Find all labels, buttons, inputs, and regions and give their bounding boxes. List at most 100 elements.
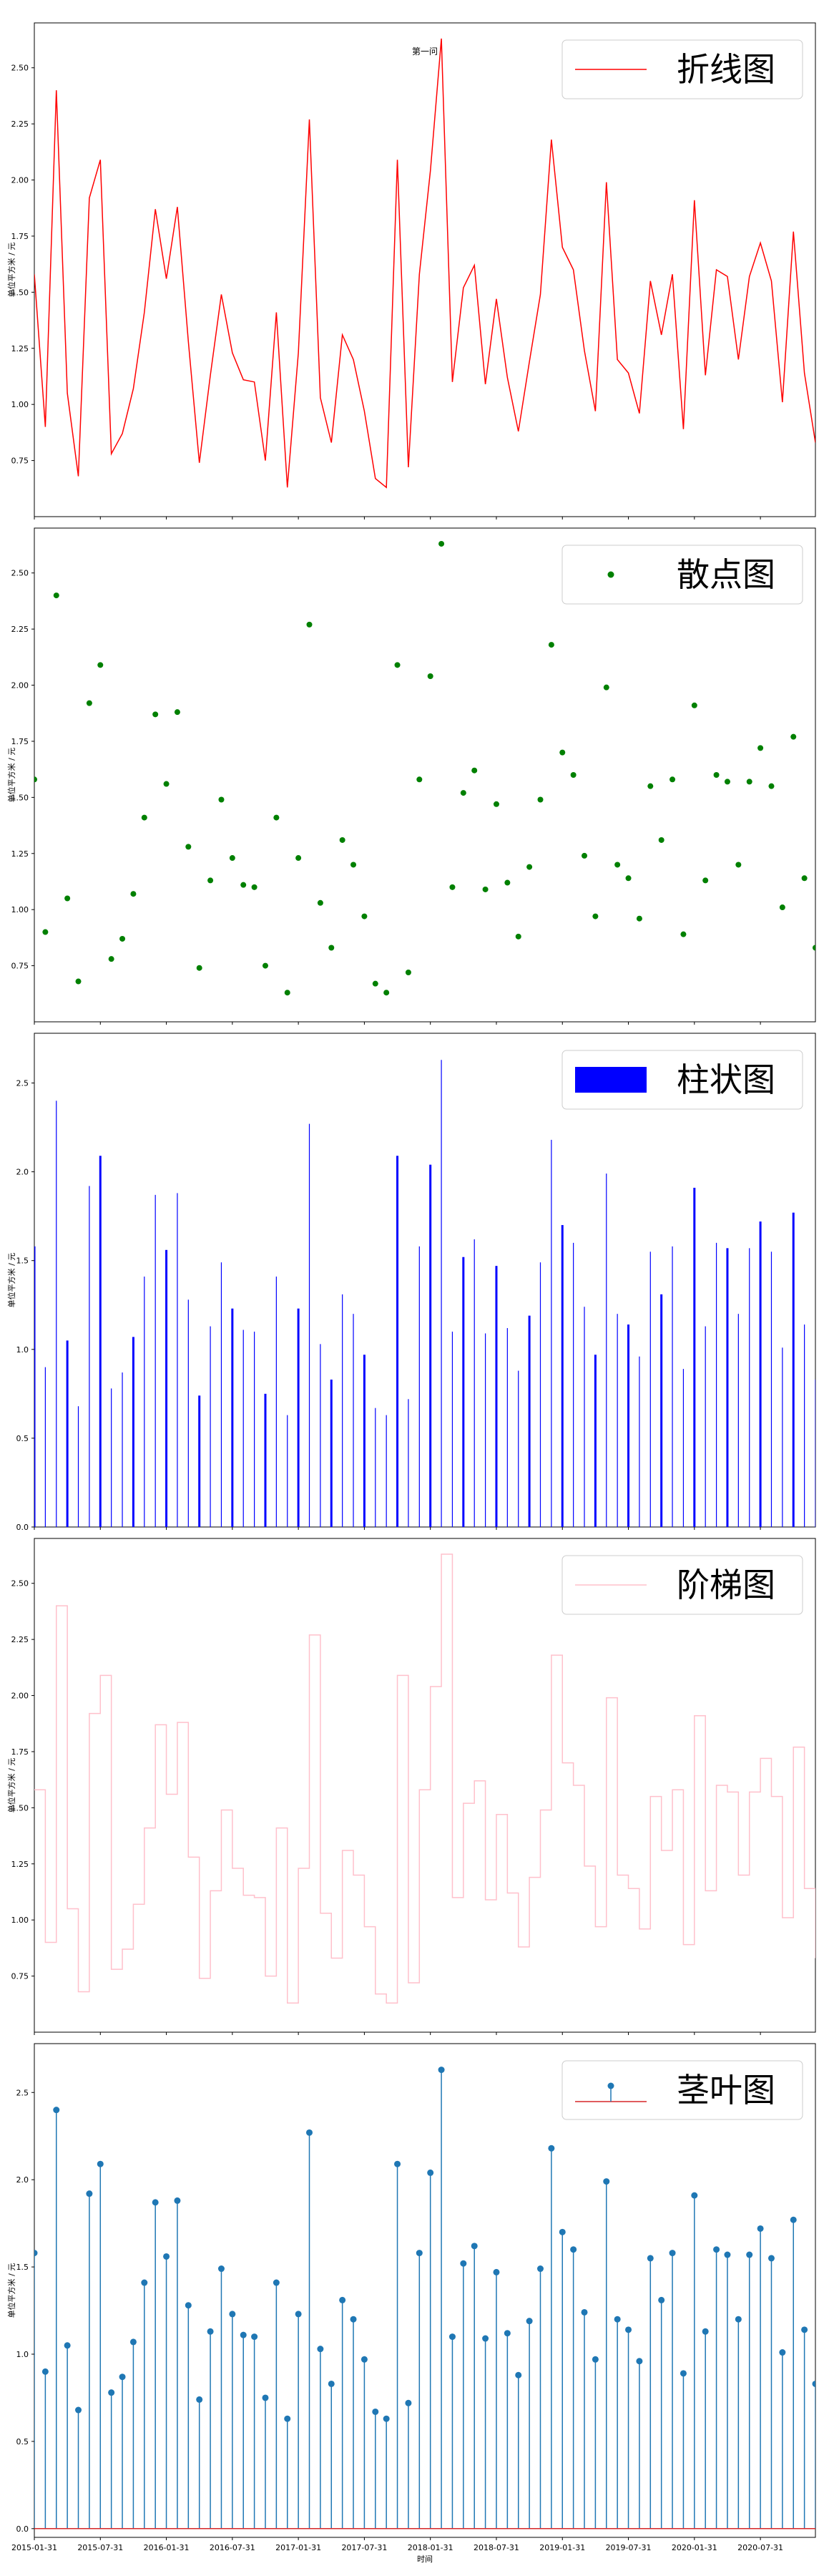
stem-marker [757, 2225, 764, 2232]
y-tick-label: 2.25 [11, 625, 29, 634]
stem-marker [658, 2296, 665, 2303]
bar [474, 1239, 475, 1527]
stem-marker [767, 2255, 775, 2262]
scatter-point [790, 733, 797, 740]
scatter-point [207, 877, 214, 884]
y-tick-label: 2.50 [11, 569, 29, 578]
stem-marker [306, 2129, 313, 2136]
legend: 茎叶图 [561, 2060, 803, 2120]
stem-marker [350, 2316, 357, 2323]
stem-marker [328, 2380, 335, 2387]
bar [705, 1326, 706, 1527]
scatter-point [658, 836, 664, 843]
stem-marker [217, 2265, 225, 2273]
y-axis-label: 单位平方米 / 元 [6, 1758, 16, 1813]
scatter-point [670, 776, 676, 783]
x-axis-label: 时间 [417, 2555, 433, 2564]
stem-marker [273, 2279, 280, 2286]
legend: 折线图 [561, 39, 803, 99]
bar [44, 1367, 46, 1527]
bar [506, 1328, 508, 1527]
y-tick-label: 1.75 [11, 737, 29, 746]
stem-marker [64, 2342, 71, 2349]
stem-marker [75, 2406, 82, 2414]
stem-marker [702, 2328, 709, 2335]
stem-marker [295, 2311, 302, 2318]
bar [165, 1249, 168, 1527]
stem-marker [427, 2169, 434, 2176]
stem-marker [317, 2346, 324, 2353]
legend-box [561, 39, 803, 99]
scatter-point [97, 662, 104, 668]
x-tick-label: 2016-07-31 [210, 2543, 255, 2552]
scatter-point [119, 935, 126, 942]
bar [792, 1212, 795, 1527]
y-tick-label: 0.75 [11, 962, 29, 971]
bar [66, 1340, 69, 1527]
legend-box [561, 1555, 803, 1615]
scatter-point [284, 990, 290, 996]
legend-label: 茎叶图 [677, 2071, 775, 2109]
bar [254, 1331, 255, 1527]
scatter-point [526, 864, 533, 870]
plot-area [34, 2067, 815, 2529]
scatter-point [405, 970, 411, 975]
scatter-point [130, 891, 137, 897]
legend: 柱状图 [561, 1050, 803, 1110]
y-tick-label: 1.00 [11, 1916, 29, 1925]
bar [462, 1257, 465, 1527]
bar [99, 1156, 102, 1527]
legend: 散点图 [561, 545, 803, 605]
legend-label: 折线图 [677, 50, 775, 89]
bar [297, 1308, 300, 1527]
x-tick-label: 2020-07-31 [737, 2543, 783, 2552]
plot-frame [34, 2043, 816, 2538]
scatter-point [603, 684, 609, 691]
scatter-point [141, 814, 147, 821]
stem-marker [460, 2260, 467, 2267]
stem-marker [448, 2333, 456, 2341]
scatter-point [779, 904, 785, 911]
scatter-point [163, 781, 170, 787]
stem-marker [504, 2330, 511, 2337]
x-tick-label: 2015-01-31 [11, 2543, 57, 2552]
scatter-point [416, 776, 423, 783]
x-tick-label: 2018-01-31 [408, 2543, 453, 2552]
stem-marker [801, 2326, 808, 2333]
bar [518, 1370, 519, 1527]
y-tick-label: 1.50 [11, 793, 29, 802]
y-tick-label: 1.00 [11, 400, 29, 409]
stem-marker [97, 2160, 104, 2167]
stem-marker [185, 2302, 192, 2309]
plot-frame [34, 1538, 816, 2033]
stem-marker [559, 2228, 566, 2235]
bar [726, 1248, 729, 1527]
scatter-point [702, 877, 709, 884]
y-tick-label: 2.25 [11, 1635, 29, 1644]
bar [759, 1221, 762, 1527]
panel-stem: 0.0 0.5 1.0 1.5 2.0 2.5 2015-01-31 2015-07-31 20… [6, 2043, 816, 2564]
legend-box [561, 545, 803, 605]
y-tick-label: 1.25 [11, 344, 29, 353]
scatter-point [482, 886, 489, 892]
chart-panels: 0.75 1.00 1.25 1.50 1.75 2.00 2.25 2.50 单位平方米 / … [6, 22, 816, 2564]
scatter-point [251, 884, 258, 890]
stem-marker [625, 2326, 632, 2333]
scatter-point [735, 862, 742, 868]
y-tick-label: 0.5 [16, 1434, 29, 1443]
scatter-point [647, 783, 654, 789]
scatter-point [680, 931, 687, 937]
bar [330, 1379, 333, 1527]
scatter-point [504, 879, 511, 886]
panel-step: 0.75 1.00 1.25 1.50 1.75 2.00 2.25 2.50 单位平方米 / … [6, 1538, 816, 2035]
scatter-point [691, 702, 697, 708]
scatter-point [152, 711, 159, 718]
scatter-point [471, 767, 478, 774]
stem-marker [691, 2192, 698, 2199]
stem-marker [536, 2265, 544, 2273]
scatter-point [185, 844, 192, 850]
x-tick-label: 2016-01-31 [144, 2543, 190, 2552]
stem-marker [229, 2311, 236, 2318]
stem-marker [174, 2197, 181, 2204]
